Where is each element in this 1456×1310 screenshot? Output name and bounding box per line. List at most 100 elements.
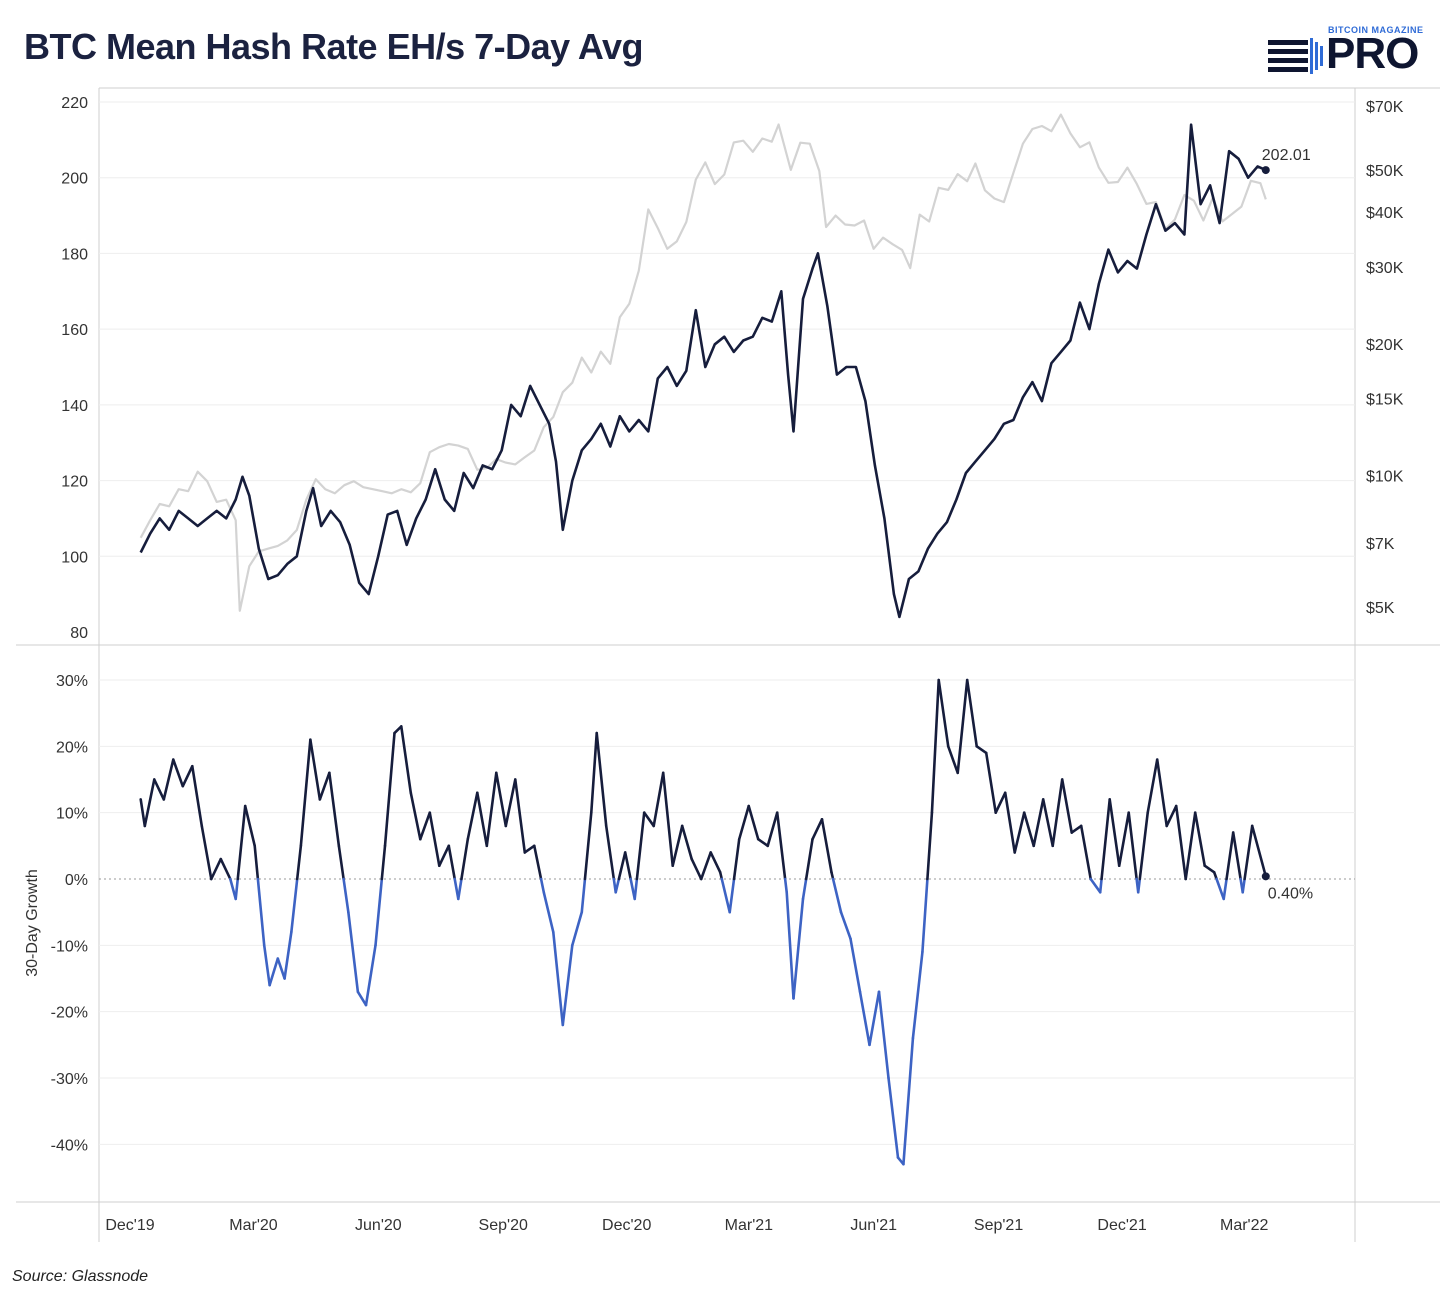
growth-segment: [234, 877, 240, 901]
growth-segment: [583, 811, 593, 881]
growth-segment: [1117, 811, 1131, 868]
top-left-tick-label: 80: [70, 625, 88, 642]
growth-segment: [785, 890, 795, 1000]
bottom-tick-label: 20%: [56, 739, 88, 756]
growth-segment: [190, 764, 204, 828]
growth-segment: [1060, 778, 1074, 834]
growth-segment: [1041, 798, 1055, 848]
bottom-tick-label: 0%: [65, 872, 88, 889]
top-left-tick-label: 140: [61, 398, 88, 415]
growth-segment: [523, 844, 536, 854]
growth-segment: [328, 771, 341, 848]
growth-segment: [219, 857, 232, 881]
growth-segment: [1070, 824, 1083, 834]
x-tick-label: Dec'20: [602, 1217, 651, 1234]
growth-segment: [766, 811, 779, 848]
top-left-tick-label: 180: [61, 246, 88, 263]
growth-segment: [635, 811, 646, 881]
growth-segment: [337, 844, 345, 881]
growth-segment: [956, 678, 969, 775]
chart-title: BTC Mean Hash Rate EH/s 7-Day Avg: [24, 26, 644, 67]
bottom-tick-label: -30%: [51, 1071, 88, 1088]
growth-segment: [1136, 877, 1142, 894]
growth-segment: [494, 771, 508, 828]
x-tick-label: Jun'20: [355, 1217, 402, 1234]
growth-segment: [911, 950, 924, 1040]
bottom-y-axis-label: 30-Day Growth: [24, 869, 41, 977]
chart-frame: [16, 87, 1440, 1242]
growth-segment: [887, 1076, 900, 1159]
growth-segment: [614, 877, 621, 894]
top-right-tick-label: $70K: [1366, 99, 1404, 116]
growth-segment: [342, 877, 350, 914]
growth-segment: [652, 771, 665, 828]
growth-segment: [532, 844, 543, 881]
x-tick-label: Mar'21: [725, 1217, 774, 1234]
growth-segment: [485, 771, 498, 848]
top-right-tick-label: $30K: [1366, 260, 1404, 277]
growth-segment: [466, 791, 479, 841]
growth-segment: [946, 745, 960, 775]
growth-segment: [561, 944, 574, 1027]
bottom-tick-label: -10%: [51, 938, 88, 955]
growth-segment: [1225, 831, 1235, 881]
growth-segment: [542, 890, 555, 934]
bottom-tick-label: 30%: [56, 673, 88, 690]
growth-segment: [877, 990, 890, 1080]
growth-segment: [253, 844, 260, 881]
growth-segment: [551, 930, 565, 1027]
x-tick-label: Sep'21: [974, 1217, 1023, 1234]
growth-segment: [699, 851, 713, 881]
growth-segment: [1146, 758, 1159, 814]
growth-segment: [143, 778, 156, 828]
growth-segment: [243, 804, 257, 848]
growth-segment: [1165, 804, 1178, 828]
series-layer: [139, 113, 1268, 1166]
growth-segment: [1022, 811, 1036, 848]
growth-segment: [604, 824, 616, 881]
growth-segment: [589, 731, 599, 814]
source-note: Source: Glassnode: [12, 1268, 149, 1285]
growth-segment: [1184, 811, 1197, 881]
growth-segment: [811, 817, 824, 841]
growth-segment: [732, 837, 741, 881]
growth-segment: [256, 877, 266, 947]
growth-segment: [1222, 877, 1228, 901]
growth-segment: [680, 824, 694, 861]
growth-segment: [1215, 877, 1226, 901]
top-panel-gridlines: [99, 101, 1355, 557]
growth-segment: [1174, 804, 1188, 881]
growth-segment: [418, 811, 432, 841]
growth-segment: [921, 877, 929, 954]
growth-segment: [276, 957, 286, 980]
growth-segment: [460, 837, 470, 881]
growth-segment: [831, 877, 843, 914]
growth-segment: [1013, 811, 1026, 854]
growth-segment: [1203, 864, 1216, 874]
growth-segment: [1250, 824, 1268, 878]
growth-segment: [1241, 877, 1246, 894]
growth-segment: [642, 811, 656, 828]
growth-segment: [356, 990, 368, 1007]
growth-segment: [570, 910, 584, 947]
growth-segment: [504, 778, 517, 828]
growth-segment: [1051, 778, 1064, 848]
value-labels: 202.01 0.40%: [1261, 147, 1313, 902]
growth-segment: [633, 877, 639, 901]
growth-segment: [709, 851, 722, 874]
growth-segment: [858, 990, 871, 1047]
growth-segment: [737, 804, 751, 841]
bottom-axis-ticks: 30% 20% 10% 0% -10% -20% -30% -40%: [51, 673, 88, 1154]
x-tick-label: Dec'21: [1097, 1217, 1146, 1234]
growth-segment: [428, 811, 441, 868]
top-left-tick-label: 160: [61, 322, 88, 339]
growth-segment: [1089, 877, 1102, 894]
growth-segment: [965, 678, 979, 748]
growth-segment: [775, 811, 787, 881]
hash-rate-line: [139, 123, 1267, 619]
growth-segment: [690, 857, 703, 881]
growth-segment: [617, 851, 627, 881]
growth-segment: [984, 751, 998, 814]
growth-segment: [792, 897, 805, 1000]
